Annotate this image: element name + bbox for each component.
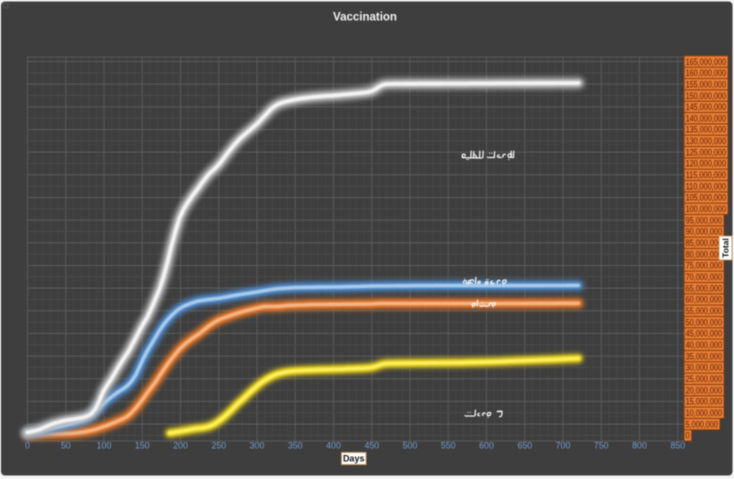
svg-text:140,000,000: 140,000,000 xyxy=(686,113,726,123)
svg-text:25,000,000: 25,000,000 xyxy=(686,374,722,384)
svg-text:600: 600 xyxy=(479,441,494,451)
svg-text:750: 750 xyxy=(594,441,609,451)
svg-text:80,000,000: 80,000,000 xyxy=(686,249,722,259)
svg-text:110,000,000: 110,000,000 xyxy=(686,181,726,191)
svg-text:20,000,000: 20,000,000 xyxy=(686,385,722,395)
svg-text:150,000,000: 150,000,000 xyxy=(686,91,726,101)
svg-text:30,000,000: 30,000,000 xyxy=(686,363,722,373)
svg-text:130,000,000: 130,000,000 xyxy=(686,136,726,146)
svg-text:60,000,000: 60,000,000 xyxy=(686,295,722,305)
svg-text:400: 400 xyxy=(326,441,341,451)
svg-text:500: 500 xyxy=(403,441,418,451)
svg-text:250: 250 xyxy=(211,441,226,451)
svg-text:700: 700 xyxy=(556,441,571,451)
svg-text:0: 0 xyxy=(25,441,30,451)
svg-text:550: 550 xyxy=(441,441,456,451)
svg-text:120,000,000: 120,000,000 xyxy=(686,159,726,169)
svg-text:75,000,000: 75,000,000 xyxy=(686,261,722,271)
svg-text:350: 350 xyxy=(288,441,303,451)
svg-text:650: 650 xyxy=(517,441,532,451)
svg-text:10,000,000: 10,000,000 xyxy=(686,408,722,418)
svg-text:95,000,000: 95,000,000 xyxy=(686,215,722,225)
svg-text:300: 300 xyxy=(250,441,265,451)
svg-text:450: 450 xyxy=(364,441,379,451)
svg-text:850: 850 xyxy=(670,441,685,451)
svg-text:100,000,000: 100,000,000 xyxy=(686,204,726,214)
svg-text:100: 100 xyxy=(97,441,112,451)
svg-text:85,000,000: 85,000,000 xyxy=(686,238,722,248)
svg-text:40,000,000: 40,000,000 xyxy=(686,340,722,350)
svg-text:105,000,000: 105,000,000 xyxy=(686,193,726,203)
svg-text:200: 200 xyxy=(173,441,188,451)
svg-text:160,000,000: 160,000,000 xyxy=(686,68,726,78)
svg-text:150: 150 xyxy=(135,441,150,451)
svg-text:70,000,000: 70,000,000 xyxy=(686,272,722,282)
svg-text:15,000,000: 15,000,000 xyxy=(686,397,722,407)
svg-text:800: 800 xyxy=(632,441,647,451)
svg-text:165,000,000: 165,000,000 xyxy=(686,57,726,67)
svg-text:Total: Total xyxy=(721,238,731,258)
svg-text:5,000,000: 5,000,000 xyxy=(686,419,718,429)
svg-text:125,000,000: 125,000,000 xyxy=(686,147,726,157)
svg-text:115,000,000: 115,000,000 xyxy=(686,170,726,180)
svg-text:55,000,000: 55,000,000 xyxy=(686,306,722,316)
svg-text:65,000,000: 65,000,000 xyxy=(686,283,722,293)
svg-text:35,000,000: 35,000,000 xyxy=(686,351,722,361)
svg-text:0: 0 xyxy=(686,431,690,441)
svg-text:50,000,000: 50,000,000 xyxy=(686,317,722,327)
svg-text:45,000,000: 45,000,000 xyxy=(686,329,722,339)
svg-text:50: 50 xyxy=(61,441,71,451)
svg-text:90,000,000: 90,000,000 xyxy=(686,227,722,237)
svg-text:Days: Days xyxy=(343,454,365,464)
svg-text:Vaccination: Vaccination xyxy=(333,12,397,24)
svg-text:135,000,000: 135,000,000 xyxy=(686,125,726,135)
svg-text:155,000,000: 155,000,000 xyxy=(686,79,726,89)
svg-text:145,000,000: 145,000,000 xyxy=(686,102,726,112)
